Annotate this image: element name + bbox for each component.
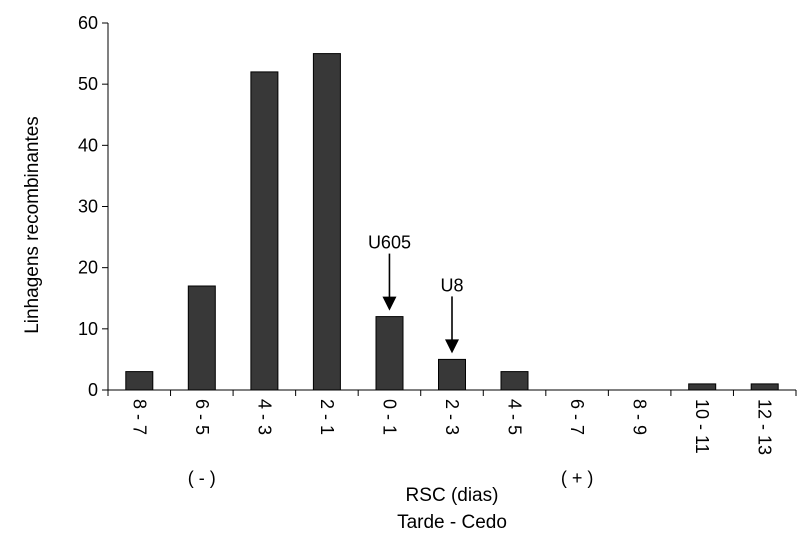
y-tick-label: 20 bbox=[78, 258, 98, 278]
y-tick-label: 30 bbox=[78, 197, 98, 217]
x-tick-label: 2 - 1 bbox=[317, 399, 337, 435]
annotation-label: U605 bbox=[368, 233, 411, 253]
bar-2 bbox=[250, 71, 279, 391]
annotations-group: U605 U8 bbox=[368, 233, 464, 354]
x-tick-label: 6 - 7 bbox=[567, 399, 587, 435]
x-tick-label: 6 - 5 bbox=[192, 399, 212, 435]
x-tick-label: 10 - 11 bbox=[692, 399, 712, 454]
bar-1 bbox=[187, 285, 216, 391]
annotation-arrow-head bbox=[445, 339, 459, 354]
bars-group bbox=[125, 53, 779, 391]
y-tick-label: 50 bbox=[78, 74, 98, 94]
bar-5 bbox=[438, 358, 466, 391]
annotation-label: U8 bbox=[440, 275, 463, 295]
direction-label: ( - ) bbox=[188, 468, 216, 488]
x-axis-sublabel: Tarde - Cedo bbox=[397, 512, 507, 533]
bar-3 bbox=[312, 53, 341, 391]
bar-9 bbox=[688, 383, 717, 391]
y-axis-label: Linhagens recombinantes bbox=[22, 116, 43, 334]
x-axis-label: RSC (dias) bbox=[406, 485, 499, 506]
bar-6 bbox=[500, 371, 529, 391]
direction-label: ( + ) bbox=[561, 468, 594, 488]
annotation-arrow-head bbox=[382, 296, 397, 311]
y-tick-label: 0 bbox=[88, 380, 98, 400]
x-tick-label: 4 - 5 bbox=[505, 399, 525, 435]
y-axis: 0 10 20 30 40 50 60 bbox=[78, 13, 109, 400]
y-tick-label: 40 bbox=[78, 135, 98, 155]
x-tick-label: 12 - 13 bbox=[755, 399, 775, 455]
bar-0 bbox=[125, 371, 154, 391]
y-tick-label: 60 bbox=[78, 13, 98, 33]
x-axis: 8 - 7 6 - 5 4 - 3 2 - 1 0 - 1 2 - 3 4 - 5 6 - 7… bbox=[107, 389, 797, 488]
bar-4 bbox=[375, 316, 404, 391]
x-tick-label: 8 - 7 bbox=[129, 399, 149, 435]
y-tick-label: 10 bbox=[78, 319, 98, 339]
x-tick-label: 2 - 3 bbox=[442, 399, 462, 435]
x-tick-label: 8 - 9 bbox=[630, 399, 650, 435]
x-tick-label: 0 - 1 bbox=[380, 399, 400, 435]
x-tick-label: 4 - 3 bbox=[254, 399, 274, 435]
bar-10 bbox=[750, 383, 779, 391]
